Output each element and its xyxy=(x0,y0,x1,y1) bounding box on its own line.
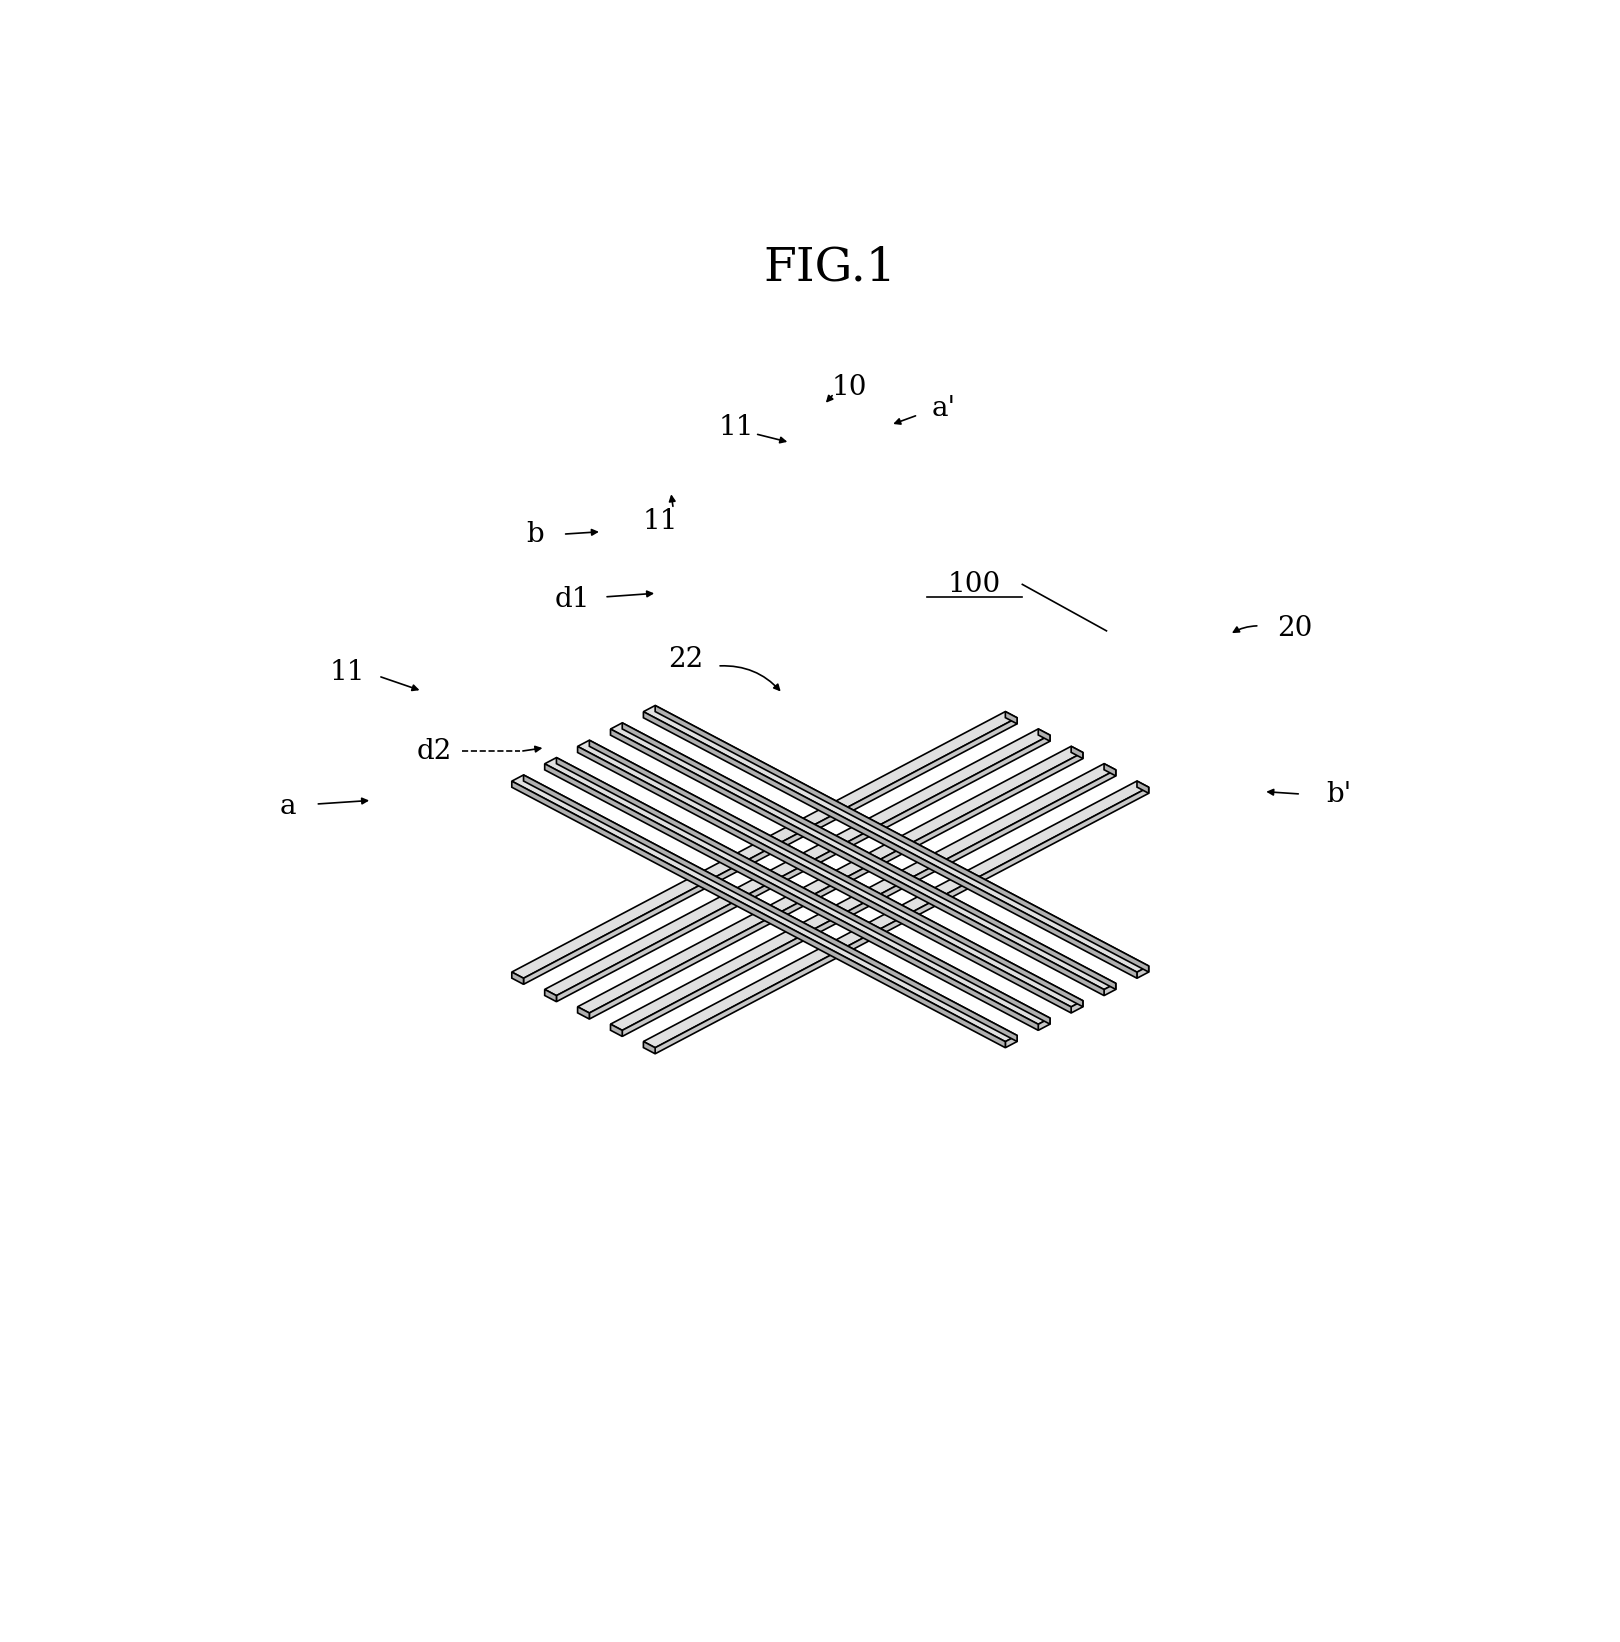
Polygon shape xyxy=(622,722,1116,990)
Polygon shape xyxy=(590,741,1082,1007)
Polygon shape xyxy=(654,787,1149,1054)
Polygon shape xyxy=(622,770,1116,1036)
Polygon shape xyxy=(1071,747,1082,759)
Polygon shape xyxy=(1105,984,1116,995)
Polygon shape xyxy=(1038,729,1050,741)
Text: 20: 20 xyxy=(1277,614,1312,642)
Polygon shape xyxy=(643,706,1149,972)
Polygon shape xyxy=(578,1007,590,1020)
Polygon shape xyxy=(1006,1036,1017,1048)
Text: 22: 22 xyxy=(667,647,703,673)
Polygon shape xyxy=(556,757,1050,1025)
Text: d1: d1 xyxy=(556,586,591,612)
Polygon shape xyxy=(1038,1018,1050,1030)
Polygon shape xyxy=(643,782,1149,1048)
Polygon shape xyxy=(578,741,1082,1007)
Text: a': a' xyxy=(931,396,956,422)
Polygon shape xyxy=(611,1025,622,1036)
Text: 11: 11 xyxy=(718,414,753,442)
Polygon shape xyxy=(611,722,1116,990)
Polygon shape xyxy=(590,752,1082,1020)
Polygon shape xyxy=(523,775,1017,1041)
Polygon shape xyxy=(578,747,1071,1013)
Polygon shape xyxy=(611,729,1105,995)
Polygon shape xyxy=(512,972,523,984)
Polygon shape xyxy=(643,1041,654,1054)
Polygon shape xyxy=(654,706,1149,972)
Text: d2: d2 xyxy=(416,737,452,765)
Polygon shape xyxy=(611,764,1116,1030)
Polygon shape xyxy=(512,775,1017,1041)
Polygon shape xyxy=(544,757,1050,1025)
Polygon shape xyxy=(1137,965,1149,979)
Polygon shape xyxy=(1006,711,1017,724)
Polygon shape xyxy=(1137,782,1149,793)
Polygon shape xyxy=(643,711,1137,979)
Text: 11: 11 xyxy=(329,658,364,686)
Text: 100: 100 xyxy=(948,571,1001,598)
Polygon shape xyxy=(512,782,1006,1048)
Text: b: b xyxy=(526,521,544,548)
Text: 11: 11 xyxy=(643,507,679,535)
Polygon shape xyxy=(512,711,1017,979)
Text: FIG.1: FIG.1 xyxy=(763,245,897,291)
Polygon shape xyxy=(556,736,1050,1002)
Polygon shape xyxy=(1071,1000,1082,1013)
Polygon shape xyxy=(544,764,1038,1030)
Polygon shape xyxy=(544,729,1050,995)
Text: a: a xyxy=(280,793,296,819)
Text: 10: 10 xyxy=(831,374,867,401)
Polygon shape xyxy=(544,990,556,1002)
Text: b': b' xyxy=(1327,780,1351,808)
Polygon shape xyxy=(523,718,1017,984)
Polygon shape xyxy=(578,747,1082,1013)
Polygon shape xyxy=(1105,764,1116,777)
